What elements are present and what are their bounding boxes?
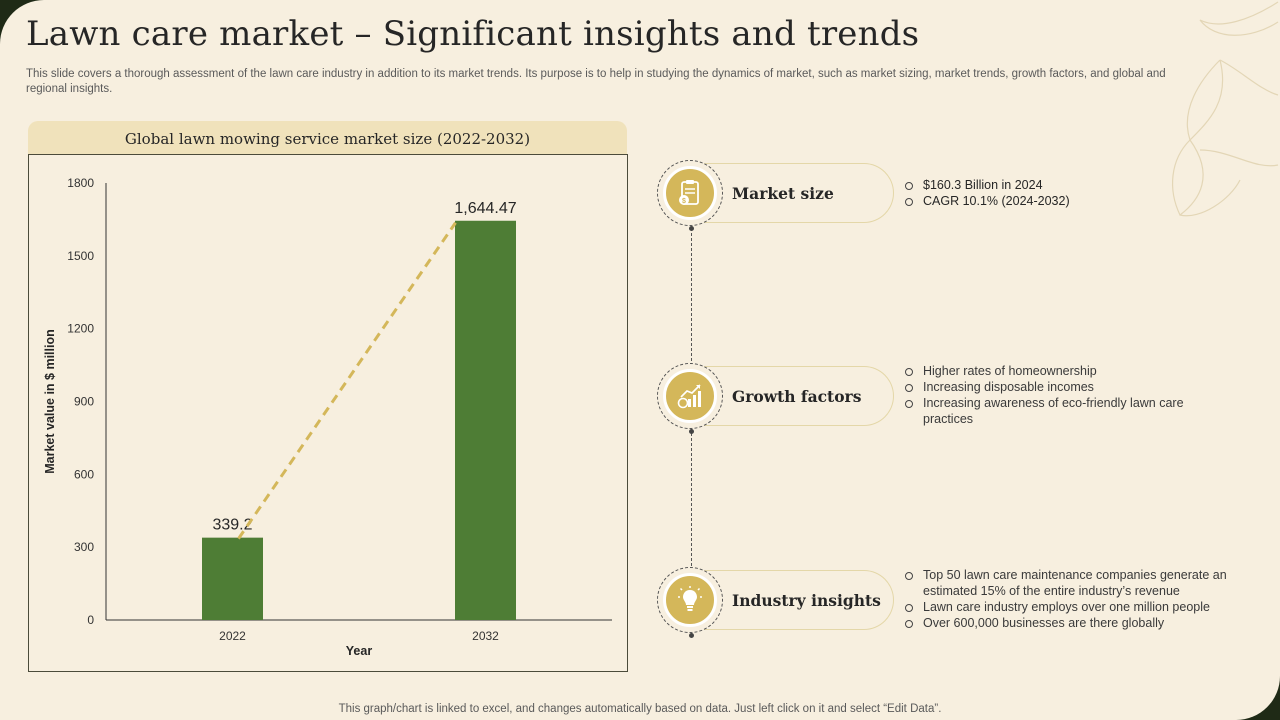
y-tick-label: 1200 xyxy=(67,322,94,336)
industry-insights-card xyxy=(690,570,894,630)
bullet-item: CAGR 10.1% (2024-2032) xyxy=(904,193,1070,209)
y-axis-title: Market value in $ million xyxy=(43,329,57,474)
x-tick-label: 2022 xyxy=(219,629,246,643)
market-size-label: Market size xyxy=(732,184,834,203)
chart-header: Global lawn mowing service market size (… xyxy=(28,121,627,157)
y-tick-label: 900 xyxy=(74,395,94,409)
bullet-item: Increasing awareness of eco-friendly law… xyxy=(904,395,1184,427)
industry-insights-bullets: Top 50 lawn care maintenance companies g… xyxy=(904,567,1244,631)
bullet-item: Top 50 lawn care maintenance companies g… xyxy=(904,567,1244,599)
market-size-card xyxy=(690,163,894,223)
bullet-item: $160.3 Billion in 2024 xyxy=(904,177,1070,193)
industry-insights-label: Industry insights xyxy=(732,591,881,610)
bar-chart[interactable]: 0 300 600 900 1200 1500 1800 2022 339.2 2032 1,644… xyxy=(29,155,629,673)
bar[interactable] xyxy=(455,220,516,620)
growth-factors-label: Growth factors xyxy=(732,387,862,406)
industry-insights-icon-circle xyxy=(657,567,723,633)
lightbulb-icon xyxy=(678,586,702,611)
timeline-dot xyxy=(689,226,694,231)
trend-line xyxy=(237,221,457,540)
page-title: Lawn care market – Significant insights … xyxy=(26,14,920,54)
bullet-item: Over 600,000 businesses are there global… xyxy=(904,615,1244,631)
bullet-item: Increasing disposable incomes xyxy=(904,379,1184,395)
y-tick-label: 300 xyxy=(74,540,94,554)
growth-factors-card xyxy=(690,366,894,426)
growth-factors-icon-circle xyxy=(657,363,723,429)
y-tick-label: 1800 xyxy=(67,176,94,190)
bullet-item: Lawn care industry employs over one mill… xyxy=(904,599,1244,615)
market-size-icon-circle: $ xyxy=(657,160,723,226)
data-label: 1,644.47 xyxy=(454,200,516,217)
bullet-item: Higher rates of homeownership xyxy=(904,363,1184,379)
clipboard-money-icon: $ xyxy=(679,180,699,205)
y-tick-label: 600 xyxy=(74,467,94,481)
timeline-dot xyxy=(689,429,694,434)
footer-note: This graph/chart is linked to excel, and… xyxy=(338,703,942,715)
x-axis-title: Year xyxy=(346,644,373,658)
timeline-dot xyxy=(689,633,694,638)
growth-chart-icon xyxy=(677,384,701,409)
market-size-bullets: $160.3 Billion in 2024 CAGR 10.1% (2024-… xyxy=(904,177,1070,209)
chart-container[interactable]: 0 300 600 900 1200 1500 1800 2022 339.2 2032 1,644… xyxy=(28,154,628,672)
data-label: 339.2 xyxy=(212,517,252,534)
x-tick-label: 2032 xyxy=(472,629,499,643)
floral-decoration-icon xyxy=(1171,1,1279,217)
y-tick-label: 0 xyxy=(87,613,94,627)
bar[interactable] xyxy=(202,537,263,620)
page-subtitle: This slide covers a thorough assessment … xyxy=(26,68,1166,95)
y-tick-label: 1500 xyxy=(67,249,94,263)
growth-factors-bullets: Higher rates of homeownership Increasing… xyxy=(904,363,1184,427)
svg-text:$: $ xyxy=(682,198,686,205)
